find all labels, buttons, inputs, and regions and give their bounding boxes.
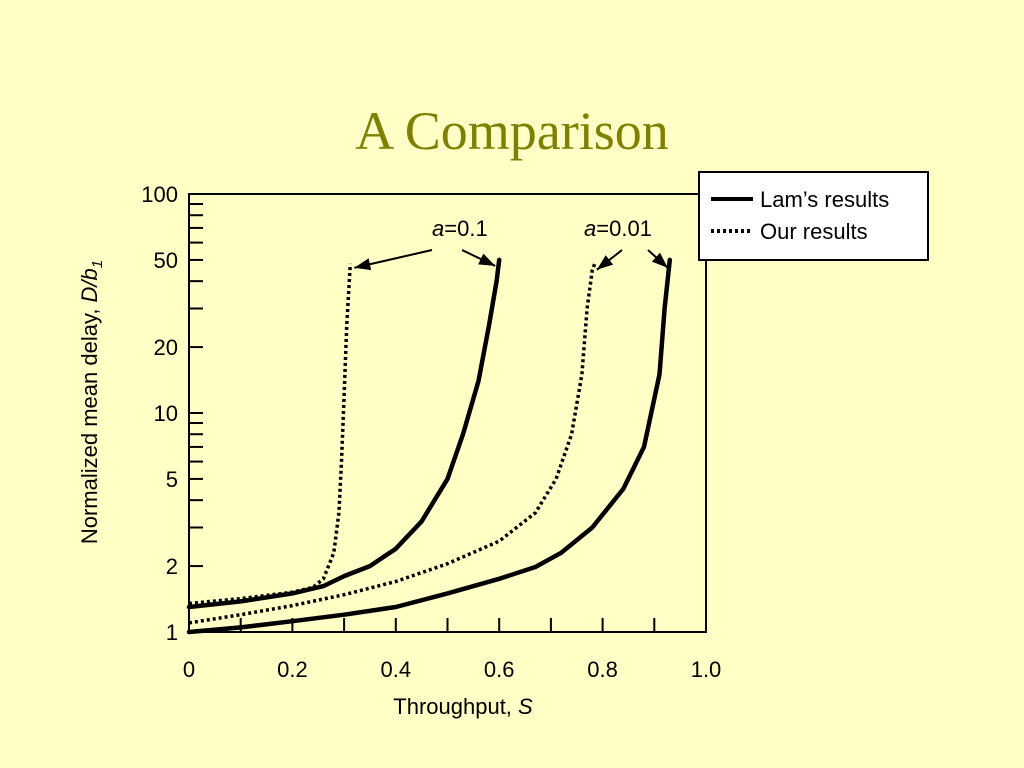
x-tick-label: 0.4 [381,657,412,682]
y-tick-label: 20 [154,335,178,360]
arrow-head [478,253,496,266]
series-line-2 [186,257,673,635]
series-line-3 [188,263,597,625]
x-tick-label: 0.8 [587,657,618,682]
annotation-a01: a=0.1 [432,216,488,241]
x-tick-label: 0.6 [484,657,515,682]
x-axis-label: Throughput, S [393,694,533,719]
x-tick-label: 1.0 [691,657,722,682]
series-line-0 [186,257,502,610]
legend: Lam’s results Our results [698,171,929,261]
x-tick-label: 0.2 [277,657,308,682]
y-tick-label: 1 [166,620,178,645]
y-tick-label: 2 [166,554,178,579]
legend-box [698,171,929,261]
y-tick-label: 100 [141,182,178,207]
arrow-head [651,252,668,268]
slide-title: A Comparison [355,101,669,161]
series-line-1 [188,263,353,606]
annotation-a001: a=0.01 [584,216,652,241]
legend-label-ours: Our results [760,219,868,244]
plot-frame [188,193,707,633]
annotation-arrows [354,249,669,271]
legend-label-lam: Lam’s results [760,187,889,212]
y-tick-label: 5 [166,467,178,492]
y-tick-label: 10 [154,401,178,426]
arrow-head [354,258,372,271]
arrow-head [596,255,614,270]
y-axis-label: Normalized mean delay, D/b1 [77,260,106,544]
x-tick-label: 0 [183,657,195,682]
y-tick-label: 50 [154,248,178,273]
